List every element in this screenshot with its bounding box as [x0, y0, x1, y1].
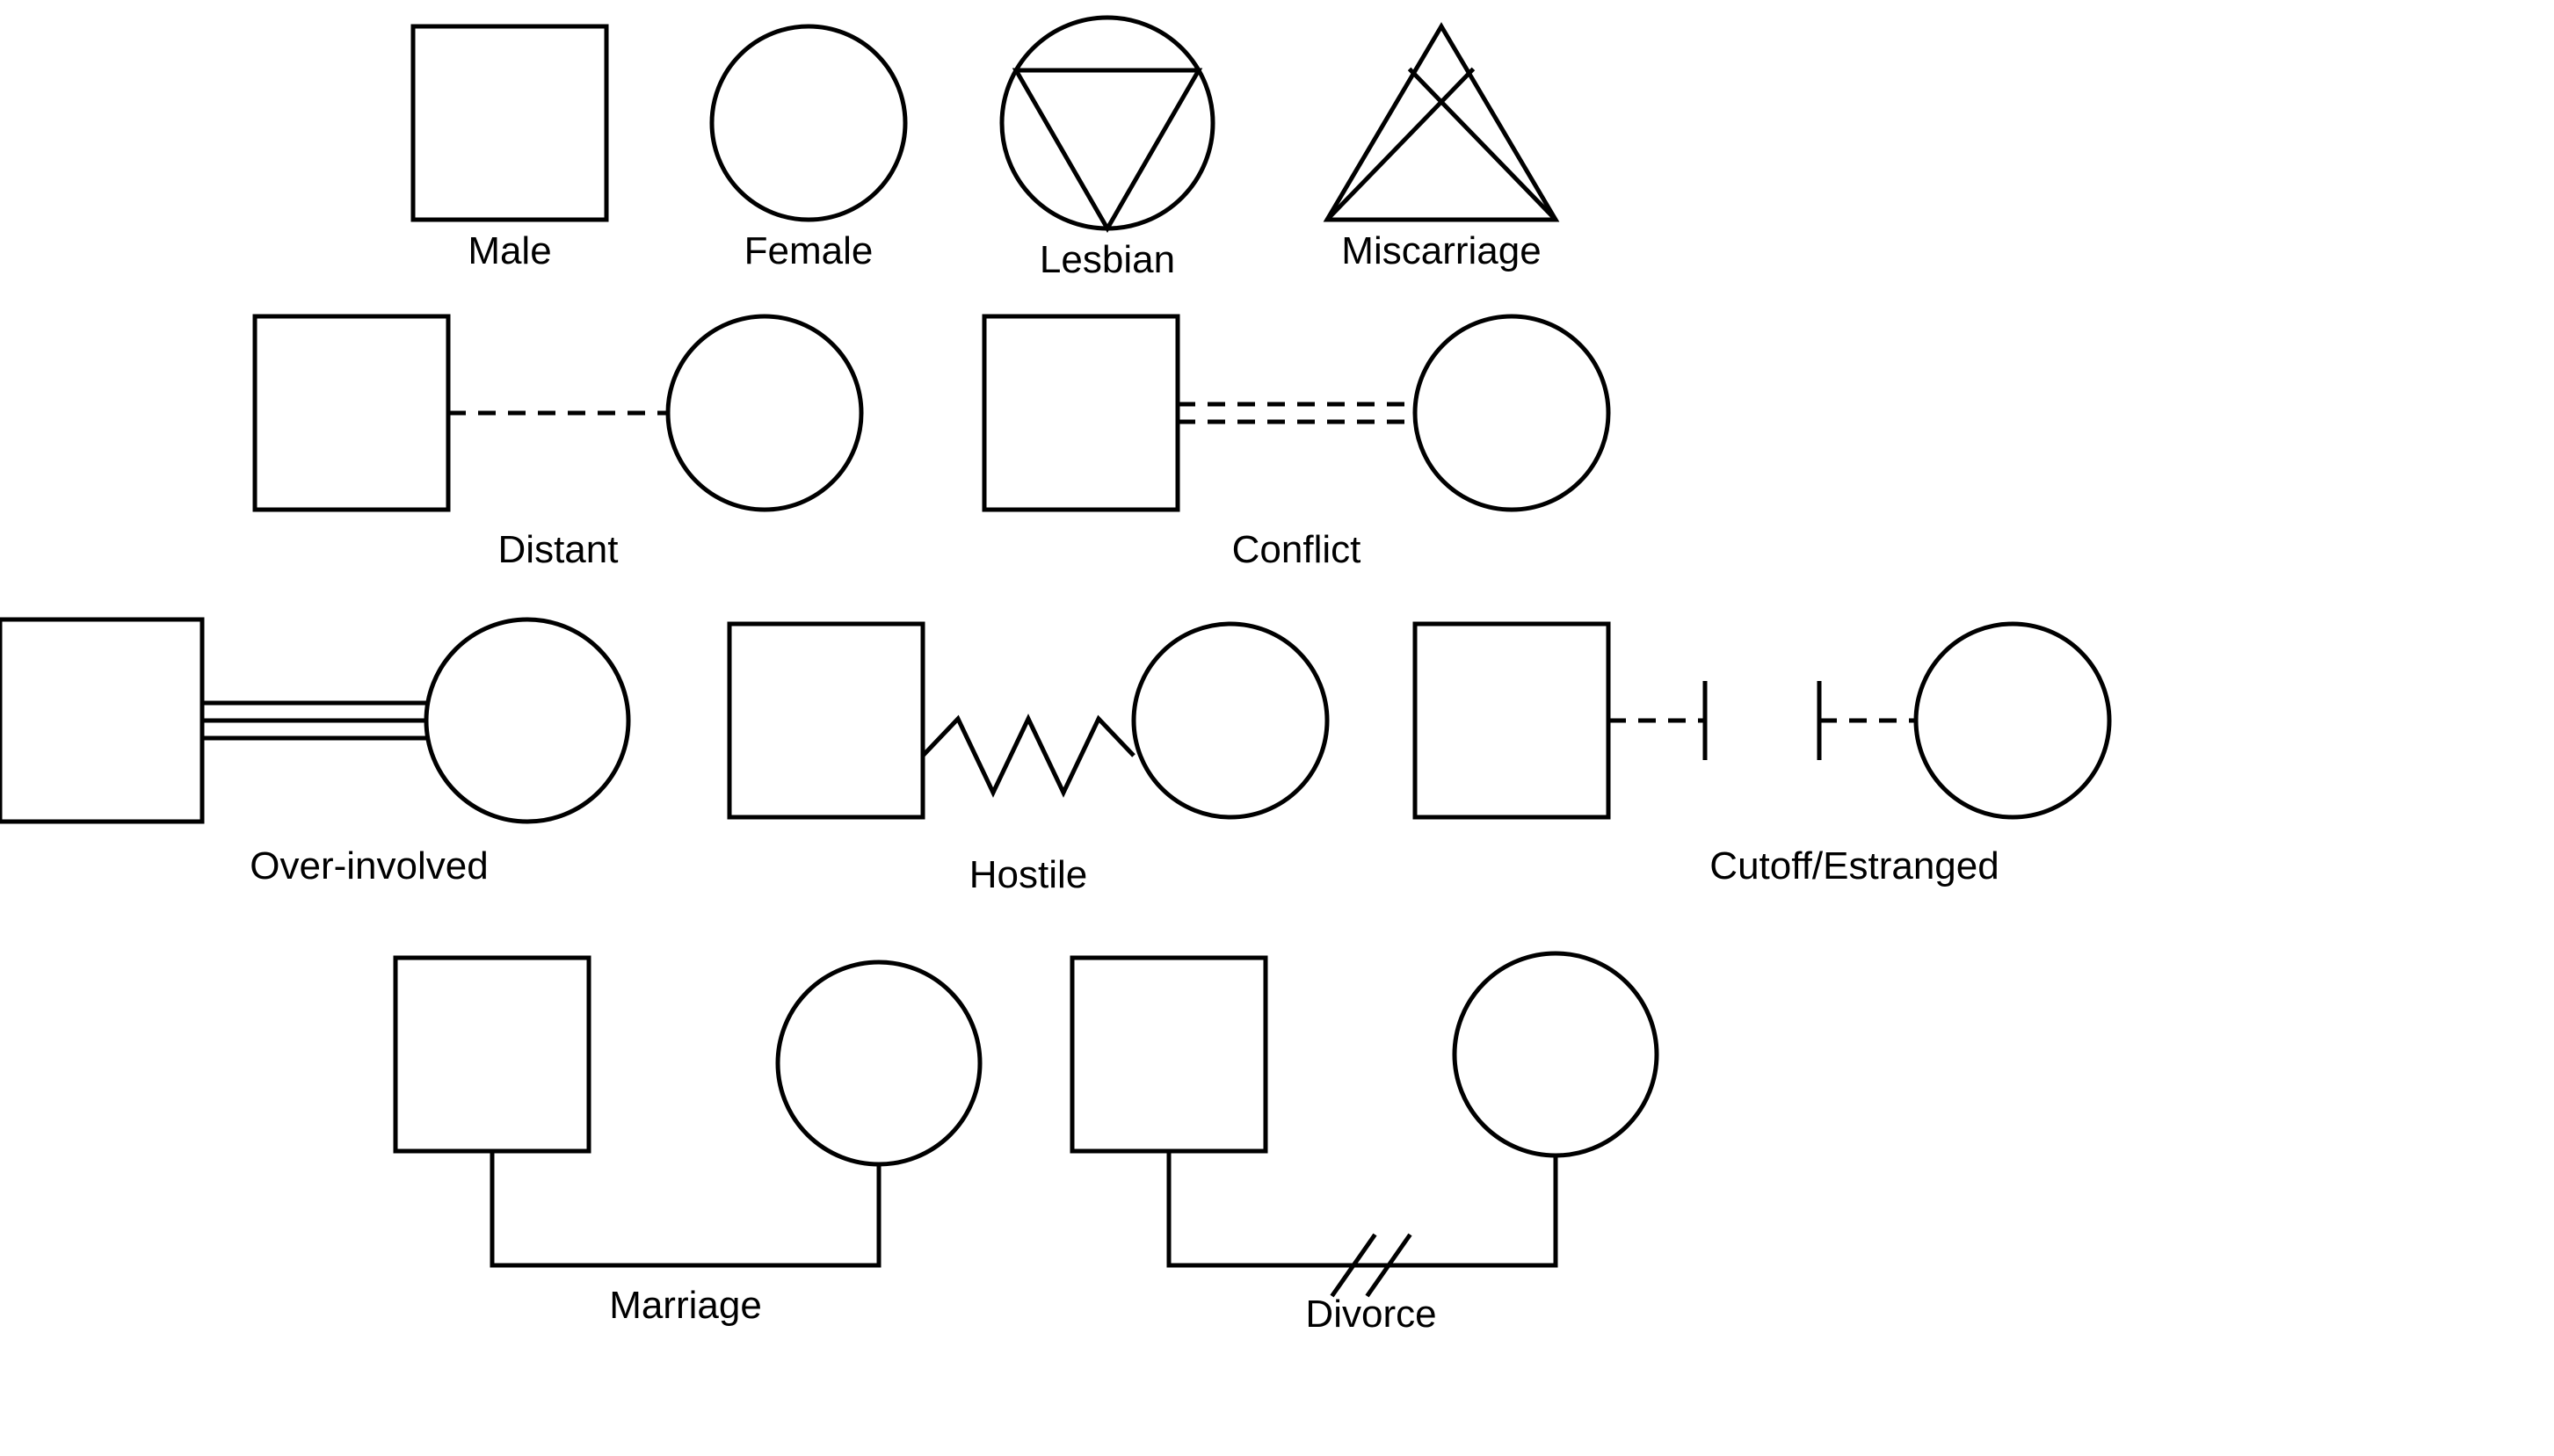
over-involved-circle	[426, 619, 628, 822]
divorce-square	[1072, 958, 1266, 1151]
female-symbol	[712, 26, 905, 220]
divorce-connector	[1169, 1151, 1556, 1265]
marriage-label: Marriage	[609, 1284, 762, 1327]
distant-square	[255, 316, 448, 510]
lesbian-symbol	[1002, 18, 1213, 228]
male-label: Male	[468, 229, 551, 272]
cutoff-square	[1415, 624, 1608, 817]
hostile-square	[729, 624, 923, 817]
marriage-circle	[778, 962, 980, 1164]
over-involved-square	[0, 619, 202, 822]
lesbian-label: Lesbian	[1040, 238, 1175, 281]
miscarriage-cross-1	[1410, 69, 1556, 220]
divorce-circle	[1455, 953, 1657, 1155]
conflict-label: Conflict	[1232, 528, 1361, 571]
conflict-square	[984, 316, 1178, 510]
conflict-circle	[1415, 316, 1608, 510]
marriage-connector	[492, 1151, 879, 1265]
divorce-label: Divorce	[1305, 1293, 1436, 1336]
marriage-square	[395, 958, 589, 1151]
miscarriage-label: Miscarriage	[1341, 229, 1541, 272]
cutoff-circle	[1916, 624, 2109, 817]
hostile-label: Hostile	[969, 853, 1088, 896]
distant-label: Distant	[498, 528, 619, 571]
cutoff-label: Cutoff/Estranged	[1709, 844, 1999, 887]
miscarriage-cross-2	[1327, 69, 1473, 220]
female-label: Female	[744, 229, 874, 272]
over-involved-label: Over-involved	[250, 844, 488, 887]
distant-circle	[668, 316, 861, 510]
male-symbol	[413, 26, 606, 220]
hostile-circle	[1134, 624, 1327, 817]
miscarriage-symbol	[1327, 26, 1556, 220]
hostile-zigzag	[923, 719, 1134, 793]
